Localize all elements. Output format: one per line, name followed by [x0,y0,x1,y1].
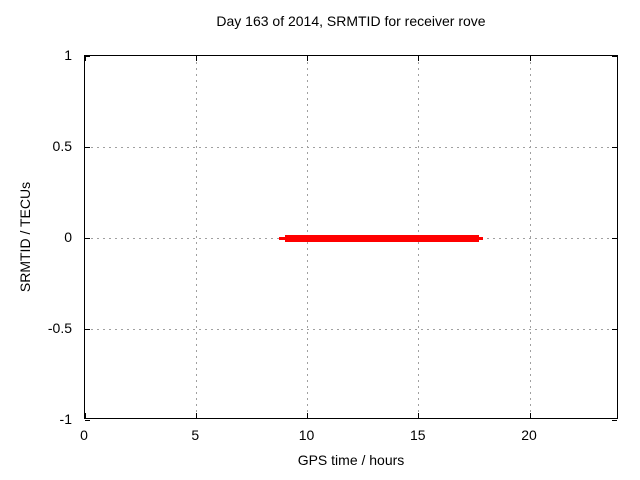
y-tick-right [612,146,617,148]
x-tick-top [529,56,531,61]
y-tick-label: 1 [64,47,72,63]
x-tick-top [307,56,308,61]
y-tick-label: 0.5 [52,138,72,154]
x-tick-bottom [195,413,197,418]
y-tick-right [612,237,617,239]
x-tick-bottom [529,413,531,418]
x-axis-label: GPS time / hours [297,452,405,468]
y-tick-right [612,419,617,421]
gridline-x-20 [529,56,531,418]
y-tick-right [612,55,617,57]
x-tick-bottom [307,413,308,418]
y-tick-label: -0.5 [47,320,72,336]
y-tick-label: -1 [59,411,72,427]
gridline-y--0.5 [85,328,617,330]
gridline-y-0.5 [85,146,617,148]
x-tick-label: 10 [298,427,315,443]
x-tick-label: 15 [409,427,426,443]
chart-title: Day 163 of 2014, SRMTID for receiver rov… [216,13,486,29]
y-tick-left [85,419,90,421]
data-series-line [285,234,479,242]
y-tick-left [85,146,90,148]
x-tick-label: 5 [191,427,200,443]
y-tick-right [612,328,617,330]
y-tick-left [85,55,90,57]
y-tick-left [85,237,90,239]
x-tick-top [84,56,86,61]
x-tick-bottom [418,413,420,418]
gridline-x-5 [195,56,197,418]
x-tick-top [418,56,420,61]
x-tick-bottom [84,413,86,418]
y-tick-left [85,328,90,330]
y-tick-label: 0 [64,229,72,245]
x-tick-top [195,56,197,61]
x-tick-label: 0 [80,427,88,443]
x-tick-label: 20 [521,427,537,443]
plot-area [84,55,618,421]
